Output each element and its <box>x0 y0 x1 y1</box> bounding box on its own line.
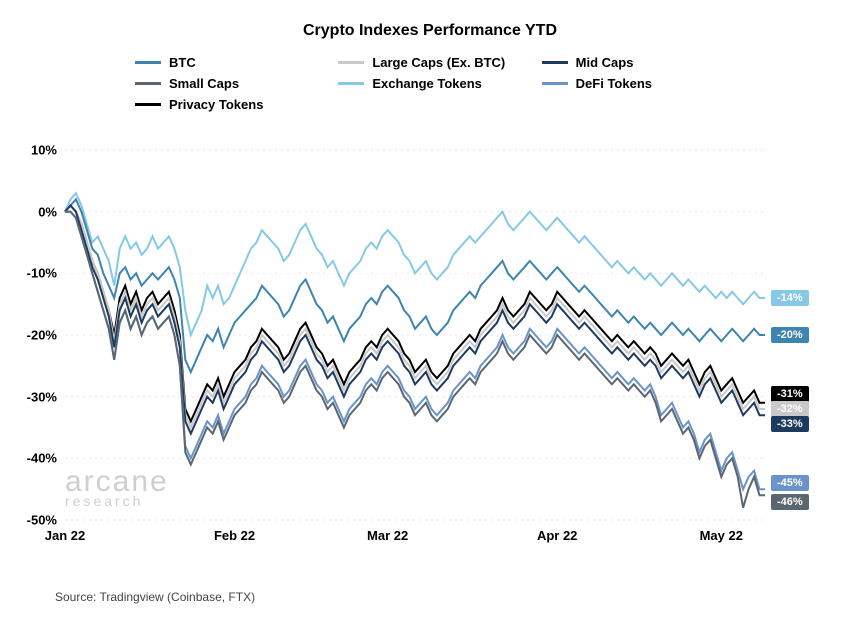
end-value-label: -33% <box>771 416 809 432</box>
legend-label: Privacy Tokens <box>169 97 263 112</box>
legend-item: Mid Caps <box>542 55 735 70</box>
x-tick-label: Mar 22 <box>367 528 408 543</box>
legend-swatch <box>338 82 364 85</box>
legend-label: Exchange Tokens <box>372 76 482 91</box>
legend-item: DeFi Tokens <box>542 76 735 91</box>
legend-item: BTC <box>135 55 328 70</box>
series-line <box>65 193 765 335</box>
legend-swatch <box>542 82 568 85</box>
legend-swatch <box>542 61 568 64</box>
legend-item: Exchange Tokens <box>338 76 531 91</box>
legend-item: Privacy Tokens <box>135 97 328 112</box>
y-tick-label: -30% <box>27 389 57 404</box>
end-value-label: -46% <box>771 494 809 510</box>
x-tick-label: May 22 <box>700 528 743 543</box>
y-tick-label: -50% <box>27 513 57 528</box>
series-group <box>65 193 765 508</box>
x-tick-label: Apr 22 <box>537 528 577 543</box>
legend-label: Large Caps (Ex. BTC) <box>372 55 505 70</box>
series-line <box>65 212 765 490</box>
legend-swatch <box>135 61 161 64</box>
source-line: Source: Tradingview (Coinbase, FTX) <box>55 590 255 604</box>
end-value-label: -32% <box>771 401 809 417</box>
legend-item: Large Caps (Ex. BTC) <box>338 55 531 70</box>
y-tick-label: -10% <box>27 266 57 281</box>
end-value-label: -31% <box>771 386 809 402</box>
plot-area: arcane research 10%0%-10%-20%-30%-40%-50… <box>65 150 765 520</box>
end-value-label: -45% <box>771 475 809 491</box>
y-tick-label: -20% <box>27 328 57 343</box>
end-value-label: -20% <box>771 327 809 343</box>
x-tick-label: Jan 22 <box>45 528 85 543</box>
legend-swatch <box>135 103 161 106</box>
x-tick-label: Feb 22 <box>214 528 255 543</box>
legend-label: Small Caps <box>169 76 239 91</box>
end-value-label: -14% <box>771 290 809 306</box>
y-tick-label: 0% <box>38 204 57 219</box>
legend: BTC Large Caps (Ex. BTC) Mid Caps Small Cap… <box>135 55 735 112</box>
legend-label: BTC <box>169 55 196 70</box>
legend-item: Small Caps <box>135 76 328 91</box>
watermark: arcane research <box>65 468 169 508</box>
legend-label: DeFi Tokens <box>576 76 652 91</box>
watermark-main: arcane <box>65 468 169 495</box>
chart-title: Crypto Indexes Performance YTD <box>0 22 860 40</box>
y-tick-label: -40% <box>27 451 57 466</box>
legend-swatch <box>338 61 364 64</box>
legend-label: Mid Caps <box>576 55 634 70</box>
chart-container: Crypto Indexes Performance YTD BTC Large … <box>0 0 860 622</box>
legend-swatch <box>135 82 161 85</box>
plot-svg <box>65 150 765 520</box>
y-tick-label: 10% <box>31 143 57 158</box>
series-line <box>65 212 765 508</box>
